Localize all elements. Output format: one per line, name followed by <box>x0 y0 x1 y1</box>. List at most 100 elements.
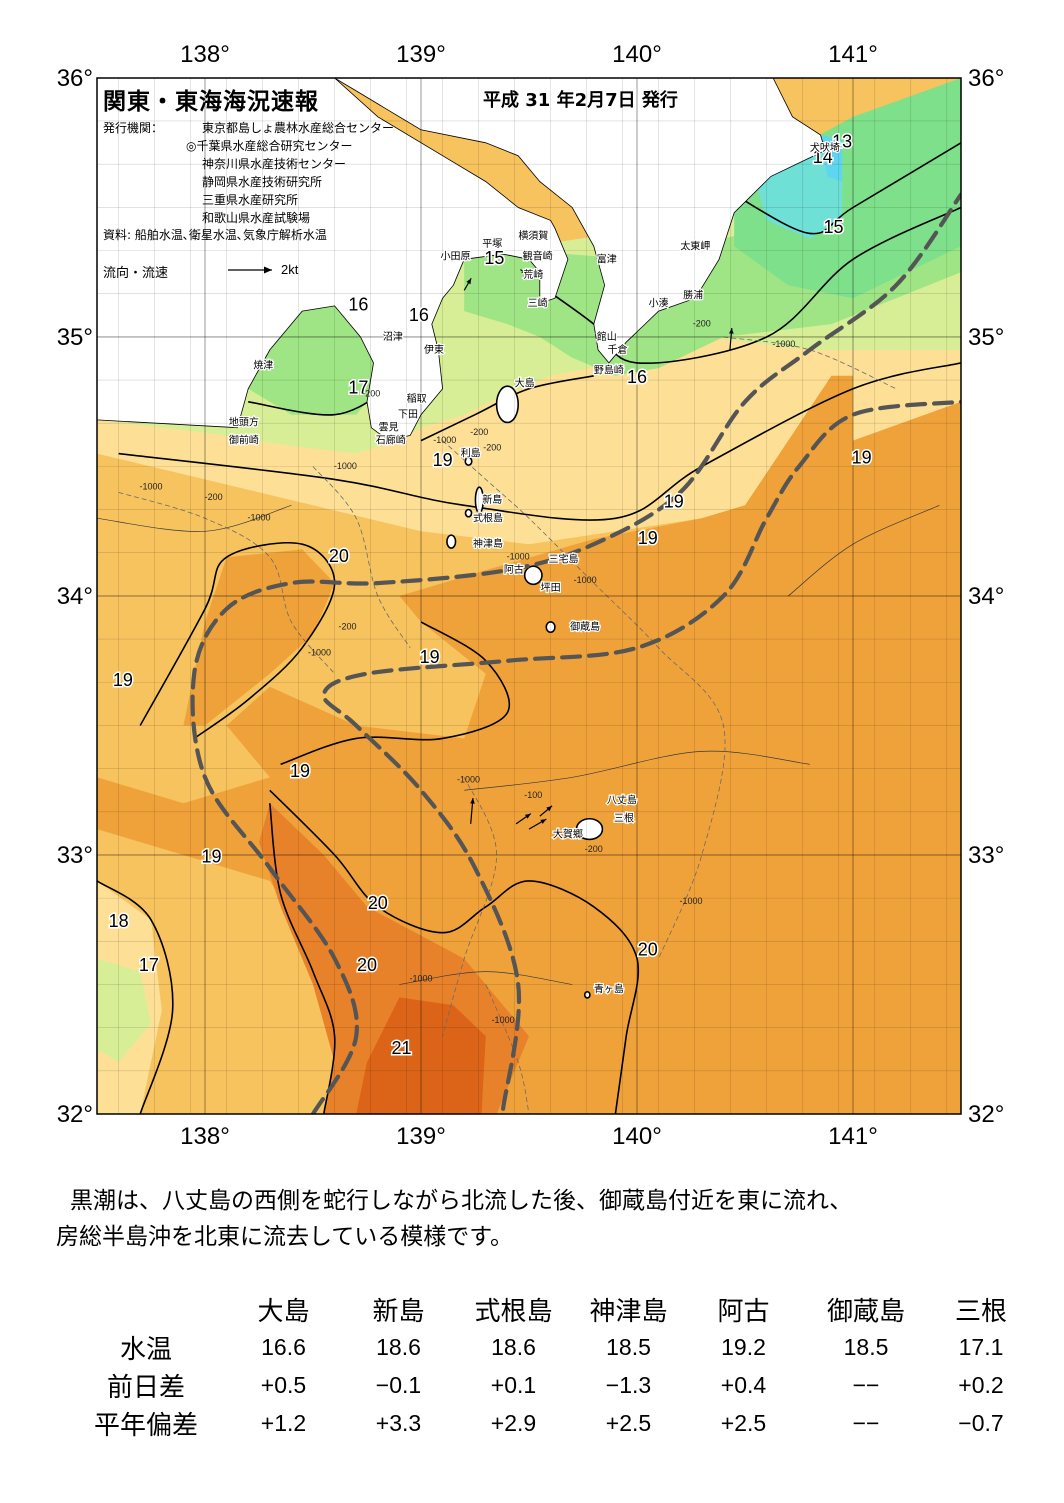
isotherm-label: 20 <box>368 893 388 913</box>
column-header: 大島 <box>257 1296 310 1327</box>
report-title: 関東・東海海況速報 <box>103 89 319 115</box>
depth-label: -1000 <box>574 575 597 585</box>
isotherm-label: 20 <box>329 546 349 566</box>
depth-label: -200 <box>339 621 357 631</box>
issuer-item: 神奈川県水産技術センター <box>202 157 347 171</box>
lat-label-right: 33° <box>968 842 1004 869</box>
current-arrow-head <box>521 268 528 274</box>
depth-label: -1000 <box>457 774 480 784</box>
isotherm-label: 15 <box>484 248 504 268</box>
place-label: 下田 <box>398 410 418 421</box>
island-shikinejima <box>464 508 473 518</box>
isotherm-label: 16 <box>348 295 368 315</box>
lon-label-top: 141° <box>828 41 878 68</box>
isotherm-label: 20 <box>638 940 658 960</box>
current-arrow-head <box>466 278 472 285</box>
place-label: 焼津 <box>253 359 273 371</box>
place-label: 千倉 <box>608 343 628 356</box>
column-header: 阿古 <box>717 1296 770 1327</box>
table-cell: +0.2 <box>958 1371 1004 1398</box>
lat-label-right: 32° <box>968 1101 1004 1128</box>
place-label: 石廊崎 <box>376 434 406 447</box>
lat-label-right: 35° <box>968 324 1004 351</box>
isotherm-label: 21 <box>392 1038 412 1058</box>
depth-label: -200 <box>693 318 711 328</box>
table-cell: 17.1 <box>958 1333 1004 1360</box>
depth-label: -200 <box>362 388 380 398</box>
column-header: 神津島 <box>589 1296 668 1327</box>
table-cell: +2.9 <box>490 1409 537 1436</box>
table-row: 平年偏差 +1.2 +3.3 +2.9 +2.5 +2.5 −− −0.7 <box>66 1404 1031 1442</box>
island-toshima <box>464 456 473 467</box>
summary-line-2: 房総半島沖を北東に流去している模様です。 <box>56 1224 514 1250</box>
table-cell: −0.7 <box>958 1409 1004 1436</box>
column-header: 三根 <box>954 1296 1007 1327</box>
place-label: 坪田 <box>541 581 561 594</box>
legend-unit: 2kt <box>281 262 299 277</box>
depth-label: -200 <box>483 443 501 453</box>
current-arrow-head <box>728 328 734 334</box>
place-label: 地頭方 <box>229 415 259 428</box>
row-header: 前日差 <box>106 1372 185 1403</box>
table-cell: −0.1 <box>375 1371 422 1398</box>
station-temperature-table: 大島 新島 式根島 神津島 阿古 御蔵島 三根 水温 16.6 18.6 18.… <box>66 1290 1031 1442</box>
current-arrow-head <box>524 813 531 819</box>
place-label: 犬吠埼 <box>810 141 840 154</box>
table-cell: +1.2 <box>260 1409 307 1436</box>
temp-region-13 <box>820 135 843 182</box>
depth-label: -1000 <box>308 647 331 657</box>
temp-region-15 <box>734 78 961 299</box>
legend-arrow <box>228 266 272 274</box>
depth-label: -1000 <box>433 435 456 445</box>
isotherm-line <box>118 362 961 521</box>
issuer-item: 和歌山県水産試験場 <box>202 211 311 225</box>
depth-label: -100 <box>524 790 542 800</box>
place-label: 小湊 <box>649 296 669 309</box>
kuroshio-path <box>190 192 961 1114</box>
depth-labels: -200 -1000 -200 -200 -1000 -200 -1000 -1000 -200… <box>139 318 795 1025</box>
table-cell: +2.5 <box>605 1409 652 1436</box>
place-label: 観音崎 <box>523 250 553 263</box>
depth-contour <box>485 984 530 1114</box>
lat-label-left: 32° <box>57 1101 93 1128</box>
isotherm-line <box>97 880 174 1114</box>
place-label: 御前崎 <box>229 434 259 447</box>
place-label: 御蔵島 <box>570 620 600 633</box>
place-label: 新島 <box>482 493 502 506</box>
place-label: 荒崎 <box>523 268 543 281</box>
issuer-item: 東京都島しょ農林水産総合センター <box>202 121 395 135</box>
isotherm-line <box>269 803 336 1114</box>
island-kozushima <box>446 534 457 549</box>
table-cell: +3.3 <box>375 1409 422 1436</box>
table-cell: 18.5 <box>606 1333 651 1360</box>
lon-label-bottom: 141° <box>828 1123 878 1150</box>
depth-contour <box>312 466 411 649</box>
current-arrows <box>463 268 734 830</box>
data-source: 資料: 船舶水温､衛星水温､気象庁解析水温 <box>103 228 327 242</box>
isotherm-label: 17 <box>348 378 368 398</box>
lon-label-top: 138° <box>180 41 230 68</box>
issuer-item: 三重県水産研究所 <box>202 193 299 207</box>
isotherm-label: 18 <box>109 911 129 931</box>
place-label: 八丈島 <box>607 794 637 807</box>
land-area <box>333 78 826 364</box>
island-aogashima <box>583 990 591 999</box>
table-row: 前日差 +0.5 −0.1 +0.1 −1.3 +0.4 −− +0.2 <box>66 1366 1031 1404</box>
table-cell: 18.6 <box>491 1333 536 1360</box>
table-cell: +0.1 <box>490 1371 537 1398</box>
depth-label: -1000 <box>507 552 530 562</box>
depth-label: -1000 <box>139 482 162 492</box>
current-arrow-head <box>546 805 553 812</box>
lon-label-top: 139° <box>396 41 446 68</box>
place-label: 三根 <box>614 812 634 825</box>
summary-line-1: 黒潮は、八丈島の西側を蛇行しながら北流した後、御蔵島付近を東に流れ、 <box>70 1188 853 1214</box>
place-label: 大賀郷 <box>553 827 583 840</box>
depth-contour <box>118 492 335 674</box>
lat-label-left: 35° <box>57 324 93 351</box>
depth-label: -1000 <box>679 896 702 906</box>
place-label: 稲取 <box>407 393 427 405</box>
depth-label: -1000 <box>247 513 270 523</box>
